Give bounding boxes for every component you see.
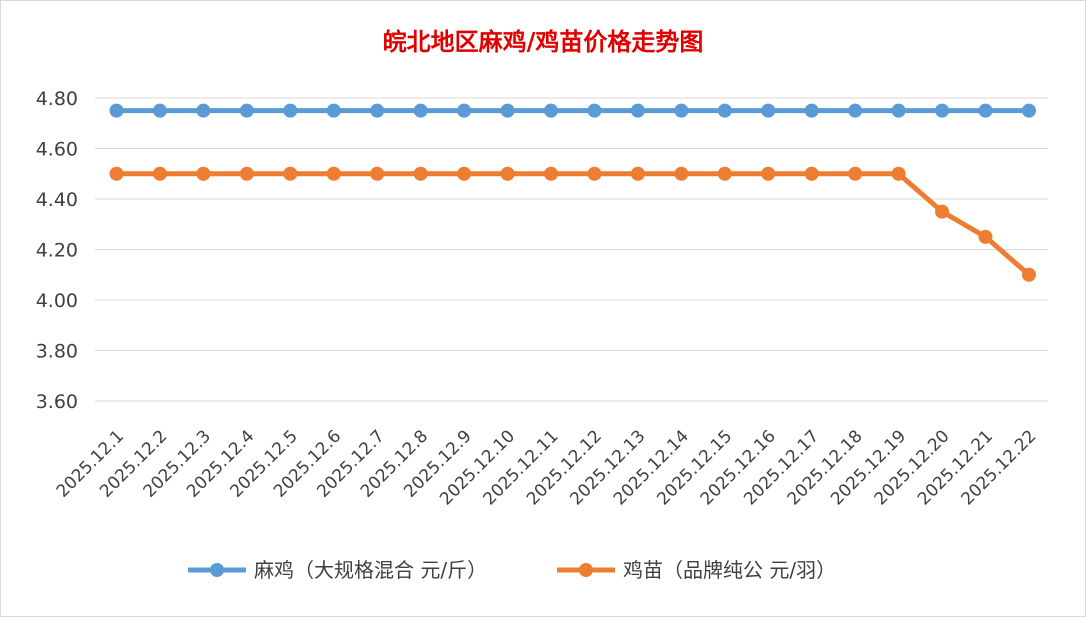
- data-point: [413, 166, 428, 181]
- data-point: [761, 166, 776, 181]
- data-point: [891, 103, 906, 118]
- legend-item: 麻鸡（大规格混合 元/斤）: [188, 558, 487, 582]
- data-point: [239, 103, 254, 118]
- data-point: [761, 103, 776, 118]
- y-tick-label: 4.80: [36, 88, 78, 110]
- legend-marker: [210, 563, 224, 577]
- data-point: [109, 166, 124, 181]
- data-point: [630, 166, 645, 181]
- data-point: [848, 166, 863, 181]
- legend: 麻鸡（大规格混合 元/斤） 鸡苗（品牌纯公 元/羽）: [188, 558, 836, 582]
- data-point: [717, 103, 732, 118]
- data-point: [717, 166, 732, 181]
- y-axis-ticks: 3.60 3.80 4.00 4.20 4.40 4.60 4.80: [36, 88, 78, 413]
- data-point: [891, 166, 906, 181]
- data-point: [413, 103, 428, 118]
- series-line: [116, 171, 1031, 277]
- data-point: [326, 103, 341, 118]
- data-point: [1021, 267, 1036, 282]
- data-point: [674, 166, 689, 181]
- data-point: [370, 103, 385, 118]
- chart-title: 皖北地区麻鸡/鸡苗价格走势图: [383, 27, 704, 56]
- y-tick-label: 3.60: [36, 391, 78, 413]
- legend-item: 鸡苗（品牌纯公 元/羽）: [557, 558, 836, 582]
- series-1: [109, 103, 1036, 118]
- data-point: [370, 166, 385, 181]
- data-point: [457, 166, 472, 181]
- data-point: [978, 103, 993, 118]
- data-point: [804, 103, 819, 118]
- y-tick-label: 4.40: [36, 189, 78, 211]
- series-2: [109, 166, 1036, 282]
- legend-label: 麻鸡（大规格混合 元/斤）: [254, 558, 487, 582]
- data-point: [978, 229, 993, 244]
- data-point: [152, 103, 167, 118]
- data-point: [500, 103, 515, 118]
- series-lines: [109, 103, 1036, 282]
- data-point: [804, 166, 819, 181]
- data-point: [196, 166, 211, 181]
- y-tick-label: 4.20: [36, 240, 78, 262]
- data-point: [152, 166, 167, 181]
- data-point: [848, 103, 863, 118]
- data-point: [239, 166, 254, 181]
- y-tick-label: 4.60: [36, 139, 78, 161]
- data-point: [457, 103, 472, 118]
- data-point: [935, 204, 950, 219]
- data-point: [674, 103, 689, 118]
- data-point: [587, 166, 602, 181]
- data-point: [544, 103, 558, 118]
- data-point: [109, 103, 124, 118]
- y-tick-label: 4.00: [36, 290, 78, 312]
- legend-marker: [579, 563, 593, 577]
- data-point: [283, 166, 298, 181]
- data-point: [500, 166, 515, 181]
- y-tick-label: 3.80: [36, 341, 78, 363]
- data-point: [1021, 103, 1036, 118]
- data-point: [935, 103, 950, 118]
- gridlines: [95, 97, 1048, 402]
- data-point: [630, 103, 645, 118]
- data-point: [326, 166, 341, 181]
- data-point: [283, 103, 298, 118]
- data-point: [587, 103, 602, 118]
- data-point: [544, 166, 558, 181]
- legend-label: 鸡苗（品牌纯公 元/羽）: [623, 558, 836, 582]
- data-point: [196, 103, 211, 118]
